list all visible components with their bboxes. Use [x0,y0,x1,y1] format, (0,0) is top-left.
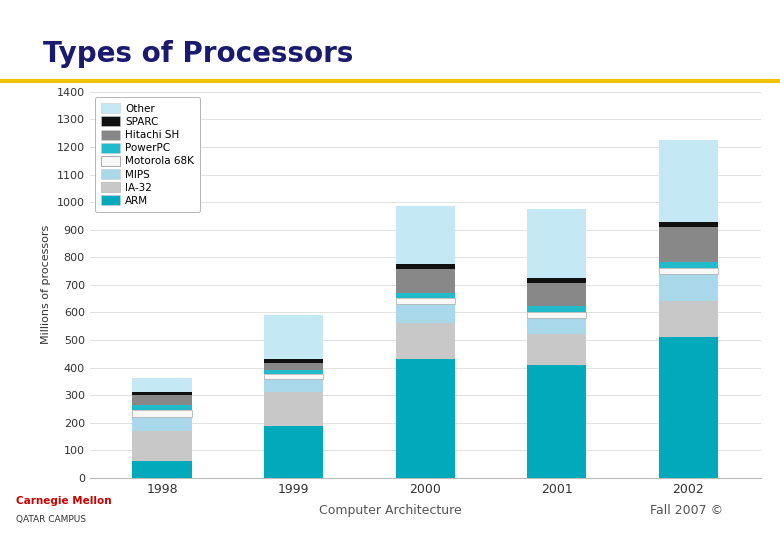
Bar [658,262,718,268]
Bar [133,395,192,406]
Bar [658,268,718,274]
Y-axis label: Millions of processors: Millions of processors [41,225,51,345]
Bar [133,410,192,417]
Bar [133,417,192,431]
Bar [658,222,718,227]
Bar [133,431,192,461]
Bar [264,315,323,359]
Bar [527,318,587,334]
Text: QATAR CAMPUS: QATAR CAMPUS [16,515,86,524]
Bar [527,209,587,278]
Bar [395,359,455,478]
Bar [264,379,323,393]
Bar [395,269,455,293]
Bar [395,298,455,304]
Bar [264,374,323,379]
Bar [658,301,718,338]
Bar [264,426,323,478]
Bar [658,274,718,301]
Bar [264,363,323,370]
Text: Fall 2007 ©: Fall 2007 © [650,504,723,517]
Bar [133,461,192,478]
Bar [658,338,718,478]
Bar [527,306,587,312]
Bar [658,140,718,222]
Bar [527,283,587,306]
Bar [395,323,455,359]
Bar [133,392,192,395]
Text: Types of Processors: Types of Processors [43,40,353,69]
Bar [395,293,455,298]
Bar [264,370,323,374]
Bar [264,393,323,426]
Bar [133,406,192,410]
Bar [395,264,455,269]
Text: Carnegie Mellon: Carnegie Mellon [16,496,112,506]
Bar [133,378,192,392]
Text: Computer Architecture: Computer Architecture [318,504,462,517]
Bar [264,359,323,363]
Bar [527,365,587,478]
Bar [658,227,718,262]
Bar [527,278,587,283]
Bar [395,304,455,323]
Bar [395,206,455,264]
Bar [527,334,587,365]
Legend: Other, SPARC, Hitachi SH, PowerPC, Motorola 68K, MIPS, IA-32, ARM: Other, SPARC, Hitachi SH, PowerPC, Motor… [95,97,200,212]
Bar [527,312,587,318]
